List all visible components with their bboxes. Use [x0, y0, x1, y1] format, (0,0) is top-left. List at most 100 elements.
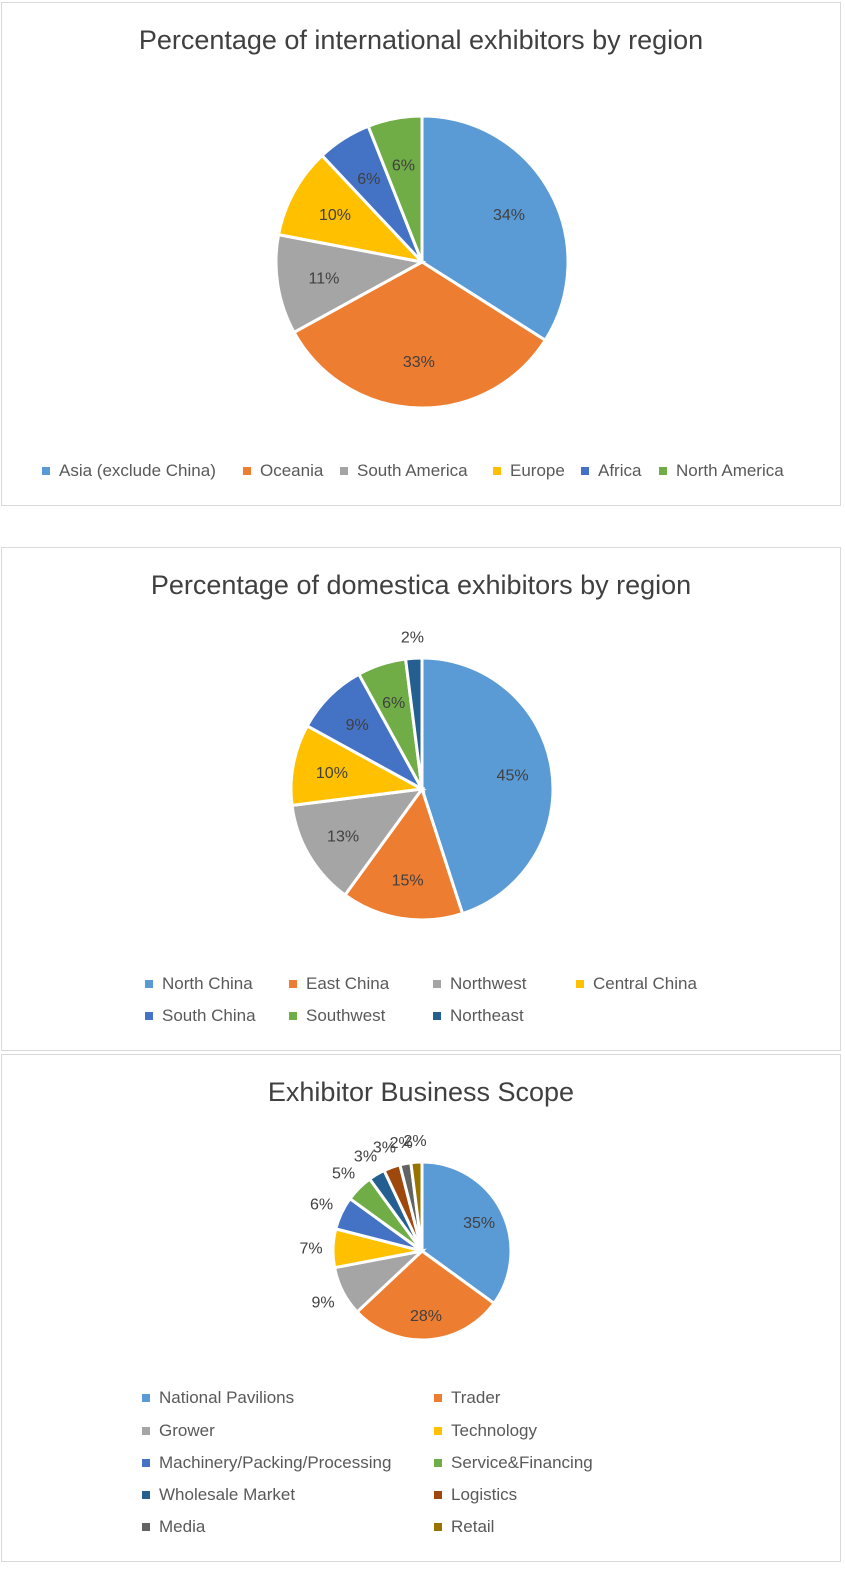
legend-swatch	[142, 1523, 150, 1531]
legend-label: Northeast	[450, 1006, 524, 1025]
data-label: 10%	[319, 207, 351, 224]
legend-swatch	[659, 467, 667, 475]
data-label: 34%	[493, 207, 525, 224]
chart-title: Exhibitor Business Scope	[267, 1077, 575, 1107]
data-label: 3%	[354, 1148, 377, 1165]
pie-slice-north-america	[366, 114, 424, 263]
legend-label: Asia (exclude China)	[59, 461, 216, 480]
data-label: 10%	[316, 765, 348, 782]
legend-item: Northwest	[433, 974, 527, 994]
legend-item: Logistics	[434, 1485, 517, 1505]
pie-chart-international: 34% 33% 11% 10% 6% 6%	[274, 114, 570, 410]
data-label: 45%	[497, 768, 529, 785]
data-label: 11%	[309, 271, 340, 288]
legend-swatch	[145, 980, 153, 988]
legend-item: East China	[289, 974, 389, 994]
legend-label: Europe	[510, 461, 565, 480]
data-label: 6%	[382, 695, 405, 712]
pie-slice-retail	[409, 1160, 424, 1252]
legend-swatch	[142, 1459, 150, 1467]
pie-chart-business-scope: 35%28%9%7%6%5%3%3%2%2%	[299, 1133, 513, 1342]
legend-swatch	[433, 980, 441, 988]
legend-swatch	[142, 1491, 150, 1499]
legend-label: Grower	[159, 1421, 215, 1440]
legend-label: Wholesale Market	[159, 1485, 296, 1504]
legend-label: Trader	[451, 1388, 501, 1407]
pie-slice-east-china	[342, 785, 465, 922]
data-label: 9%	[312, 1294, 335, 1311]
legend-swatch	[576, 980, 584, 988]
legend-label: Retail	[451, 1517, 495, 1536]
legend-label: Technology	[451, 1421, 538, 1440]
legend-item: Central China	[576, 974, 697, 994]
legend-swatch	[493, 467, 501, 475]
chart-panel-business-scope: Exhibitor Business Scope 35% 28% 9% 7% 6% 5% 3…	[1, 1054, 841, 1562]
pie-slice-national-pavilions	[420, 1160, 513, 1306]
data-label: 33%	[403, 354, 435, 371]
legend-label: Northwest	[450, 974, 527, 993]
pie-slice-northeast	[403, 656, 424, 790]
legend-item: Wholesale Market	[142, 1485, 295, 1505]
legend-swatch	[434, 1427, 442, 1435]
data-label: 9%	[346, 717, 369, 734]
pie-slice-central-china	[289, 723, 427, 808]
legend-label: South China	[162, 1006, 256, 1025]
legend-label: Logistics	[451, 1485, 518, 1504]
legend-item: Africa	[581, 461, 641, 481]
legend-swatch	[42, 467, 50, 475]
data-label: 5%	[332, 1166, 355, 1183]
data-label: 6%	[310, 1197, 333, 1214]
data-label: 28%	[410, 1308, 442, 1325]
legend-item: North America	[659, 461, 784, 481]
chart-title: Percentage of international exhibitors b…	[138, 25, 704, 55]
legend-item: Oceania	[243, 461, 323, 481]
legend-label: South America	[357, 461, 468, 480]
data-label: 15%	[392, 873, 424, 890]
legend-label: North China	[162, 974, 253, 993]
pie-slice-south-america	[274, 232, 427, 335]
legend-label: Central China	[593, 974, 697, 993]
pie-slice-trader	[355, 1249, 497, 1342]
data-label: 2%	[401, 629, 424, 646]
legend-swatch	[433, 1012, 441, 1020]
chart-title: Percentage of domestica exhibitors by re…	[150, 570, 692, 600]
data-label: 2%	[390, 1135, 413, 1152]
data-label: 35%	[463, 1215, 495, 1232]
legend-label: East China	[306, 974, 390, 993]
legend-swatch	[142, 1394, 150, 1402]
data-label: 13%	[327, 829, 359, 846]
legend-item: Grower	[142, 1421, 215, 1441]
legend-item: National Pavilions	[142, 1388, 294, 1408]
data-label: 6%	[357, 171, 380, 188]
legend-swatch	[142, 1427, 150, 1435]
legend-item: Retail	[434, 1517, 494, 1537]
legend-swatch	[145, 1012, 153, 1020]
legend-item: Europe	[493, 461, 565, 481]
legend-label: Southwest	[306, 1006, 386, 1025]
legend-item: South America	[340, 461, 468, 481]
legend-swatch	[434, 1394, 442, 1402]
legend-swatch	[434, 1459, 442, 1467]
legend-item: Service&Financing	[434, 1453, 593, 1473]
legend-item: Trader	[434, 1388, 500, 1408]
legend-item: Media	[142, 1517, 205, 1537]
legend-swatch	[434, 1491, 442, 1499]
legend-label: Media	[159, 1517, 206, 1536]
legend-label: North America	[676, 461, 784, 480]
legend-label: Machinery/Packing/Processing	[159, 1453, 392, 1472]
chart-panel-domestic: Percentage of domestica exhibitors by re…	[1, 547, 841, 1051]
pie-slice-europe	[276, 153, 427, 265]
legend-item: Northeast	[433, 1006, 524, 1026]
data-label: 7%	[299, 1241, 322, 1258]
legend-swatch	[243, 467, 251, 475]
legend-swatch	[581, 467, 589, 475]
pie-chart-domestic: 45% 15% 13% 10% 9% 6% 2%	[289, 629, 555, 922]
legend-label: Africa	[598, 461, 642, 480]
legend-item: Technology	[434, 1421, 537, 1441]
legend-label: Oceania	[260, 461, 324, 480]
data-label: 6%	[392, 157, 415, 174]
chart-panel-international: Percentage of international exhibitors b…	[1, 2, 841, 506]
legend-label: Service&Financing	[451, 1453, 593, 1472]
legend-swatch	[289, 980, 297, 988]
legend-swatch	[434, 1523, 442, 1531]
